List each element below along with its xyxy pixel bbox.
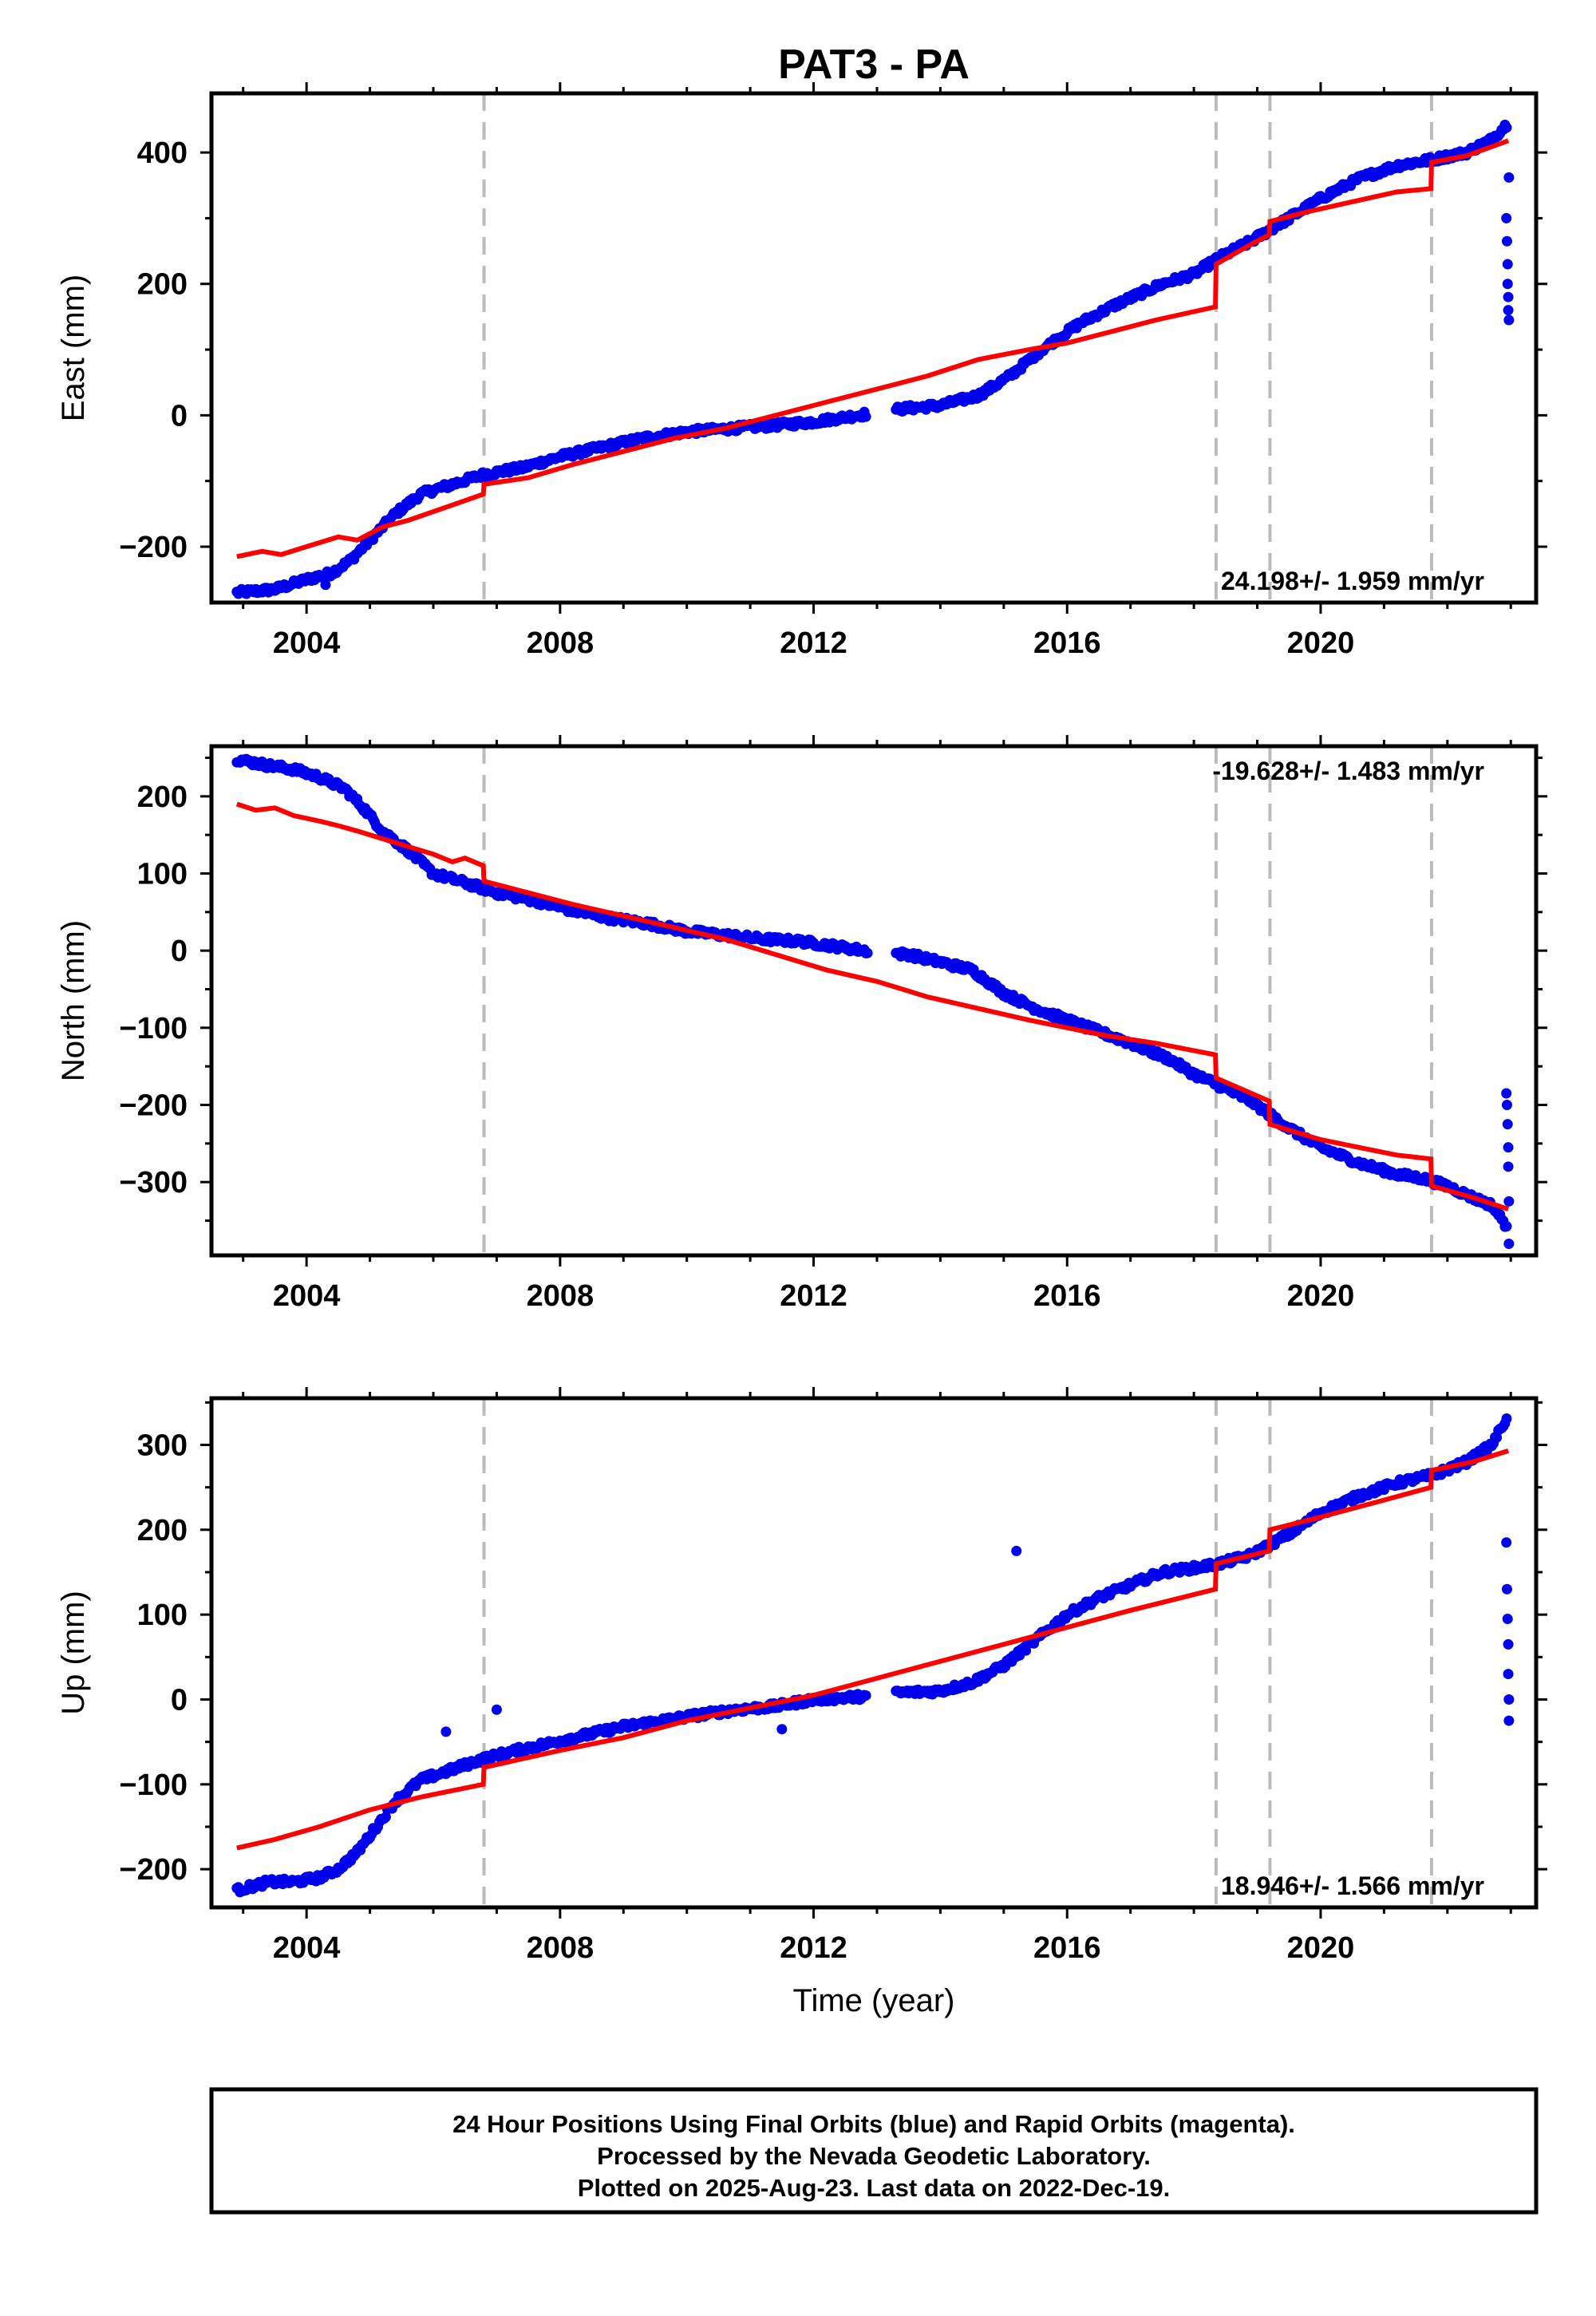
north-outlier-point bbox=[1501, 1100, 1512, 1110]
footer-box: 24 Hour Positions Using Final Orbits (bl… bbox=[209, 2087, 1539, 2215]
x-tick-label: 2016 bbox=[1033, 1279, 1101, 1313]
north-data-point bbox=[862, 947, 873, 958]
up-data-point bbox=[1501, 1413, 1512, 1424]
up-rate-annotation: 18.946+/- 1.566 mm/yr bbox=[1221, 1871, 1484, 1900]
up-outlier-point bbox=[1503, 1638, 1514, 1650]
x-tick-label: 2004 bbox=[273, 1931, 341, 1965]
y-tick-label: −200 bbox=[119, 1853, 188, 1887]
y-tick-label: 200 bbox=[137, 1514, 188, 1547]
up-y-axis-label: Up (mm) bbox=[56, 1591, 91, 1715]
north-outlier-point bbox=[1503, 1239, 1515, 1249]
x-axis-label: Time (year) bbox=[793, 1983, 955, 2018]
up-outlier-point bbox=[491, 1704, 502, 1715]
up-outlier-point bbox=[1011, 1545, 1022, 1556]
east-outlier-point bbox=[1502, 259, 1513, 270]
up-panel: 2004 2008 2012 2016 2020 −200 −100 0 100 200 300 Up… bbox=[56, 1387, 1547, 1965]
north-y-axis-label: North (mm) bbox=[56, 920, 91, 1081]
north-model-line bbox=[235, 801, 1510, 1211]
north-outlier-point bbox=[1503, 1161, 1514, 1172]
y-tick-label: 300 bbox=[137, 1429, 188, 1462]
east-outlier-point bbox=[1501, 235, 1512, 247]
y-tick-label: 0 bbox=[171, 935, 188, 968]
east-rate-annotation: 24.198+/- 1.959 mm/yr bbox=[1221, 567, 1484, 595]
north-data-points bbox=[231, 753, 1515, 1249]
north-outlier-point bbox=[1502, 1119, 1513, 1130]
y-tick-label: −100 bbox=[119, 1012, 188, 1045]
east-model-line bbox=[236, 138, 1510, 559]
y-tick-label: 100 bbox=[137, 858, 188, 891]
x-tick-label: 2016 bbox=[1033, 1931, 1101, 1965]
up-outlier-point bbox=[1501, 1537, 1512, 1548]
north-panel: 2004 2008 2012 2016 2020 −300 −200 −100 0 100 200 N… bbox=[56, 735, 1547, 1313]
y-tick-label: 400 bbox=[137, 136, 188, 170]
east-outlier-point bbox=[1503, 291, 1514, 302]
east-outlier-point bbox=[1503, 172, 1515, 183]
east-panel: 2004 2008 2012 2016 2020 −200 0 200 400 East (mm)… bbox=[56, 82, 1547, 660]
x-tick-label: 2012 bbox=[780, 1931, 847, 1965]
up-outlier-point bbox=[440, 1726, 452, 1737]
east-outlier-point bbox=[1503, 314, 1515, 326]
east-outlier-point bbox=[1502, 279, 1513, 290]
east-outlier-point bbox=[320, 579, 331, 591]
y-tick-label: 0 bbox=[171, 1683, 188, 1717]
x-tick-label: 2012 bbox=[780, 1279, 847, 1313]
up-outlier-point bbox=[1503, 1694, 1515, 1705]
footer-line-1: 24 Hour Positions Using Final Orbits (bl… bbox=[452, 2110, 1295, 2138]
north-outlier-point bbox=[1503, 1142, 1514, 1153]
north-outlier-point bbox=[1501, 1088, 1512, 1099]
footer-frame bbox=[209, 2087, 1539, 2215]
x-tick-label: 2008 bbox=[527, 626, 595, 660]
x-tick-label: 2016 bbox=[1033, 626, 1101, 660]
north-data-point bbox=[1501, 1221, 1512, 1232]
y-tick-label: −100 bbox=[119, 1769, 188, 1802]
north-frame bbox=[209, 744, 1539, 1258]
footer-line-2: Processed by the Nevada Geodetic Laborat… bbox=[597, 2142, 1151, 2170]
up-data-points bbox=[231, 1413, 1515, 1898]
east-data-point bbox=[860, 411, 871, 422]
x-tick-label: 2008 bbox=[527, 1279, 595, 1313]
east-frame bbox=[209, 91, 1539, 605]
up-model-line bbox=[236, 1448, 1509, 1851]
x-tick-label: 2012 bbox=[780, 626, 847, 660]
x-tick-label: 2020 bbox=[1287, 1279, 1355, 1313]
x-tick-label: 2020 bbox=[1287, 1931, 1355, 1965]
up-outlier-point bbox=[1503, 1669, 1514, 1680]
y-tick-label: 0 bbox=[171, 399, 188, 433]
east-data-point bbox=[1501, 122, 1512, 133]
y-tick-label: −200 bbox=[119, 1089, 188, 1123]
x-tick-label: 2004 bbox=[273, 1279, 341, 1313]
y-tick-label: 200 bbox=[137, 268, 188, 302]
north-outlier-point bbox=[1503, 1196, 1515, 1207]
east-outlier-point bbox=[1501, 212, 1512, 223]
up-outlier-point bbox=[776, 1724, 788, 1735]
y-tick-label: −300 bbox=[119, 1166, 188, 1199]
up-data-point bbox=[860, 1690, 871, 1701]
up-outlier-point bbox=[1503, 1715, 1515, 1726]
x-tick-label: 2004 bbox=[273, 626, 341, 660]
x-tick-label: 2020 bbox=[1287, 626, 1355, 660]
east-outlier-point bbox=[1503, 305, 1514, 316]
east-y-axis-label: East (mm) bbox=[56, 275, 91, 421]
y-tick-label: −200 bbox=[119, 531, 188, 564]
east-data-points bbox=[231, 119, 1515, 599]
chart-title: PAT3 - PA bbox=[778, 41, 970, 88]
north-rate-annotation: -19.628+/- 1.483 mm/yr bbox=[1212, 757, 1484, 785]
up-outlier-point bbox=[1502, 1613, 1513, 1624]
y-tick-label: 200 bbox=[137, 781, 188, 814]
up-outlier-point bbox=[1501, 1583, 1512, 1595]
footer-line-3: Plotted on 2025-Aug-23. Last data on 202… bbox=[578, 2174, 1171, 2202]
y-tick-label: 100 bbox=[137, 1599, 188, 1632]
x-tick-label: 2008 bbox=[527, 1931, 595, 1965]
up-frame bbox=[209, 1396, 1539, 1910]
